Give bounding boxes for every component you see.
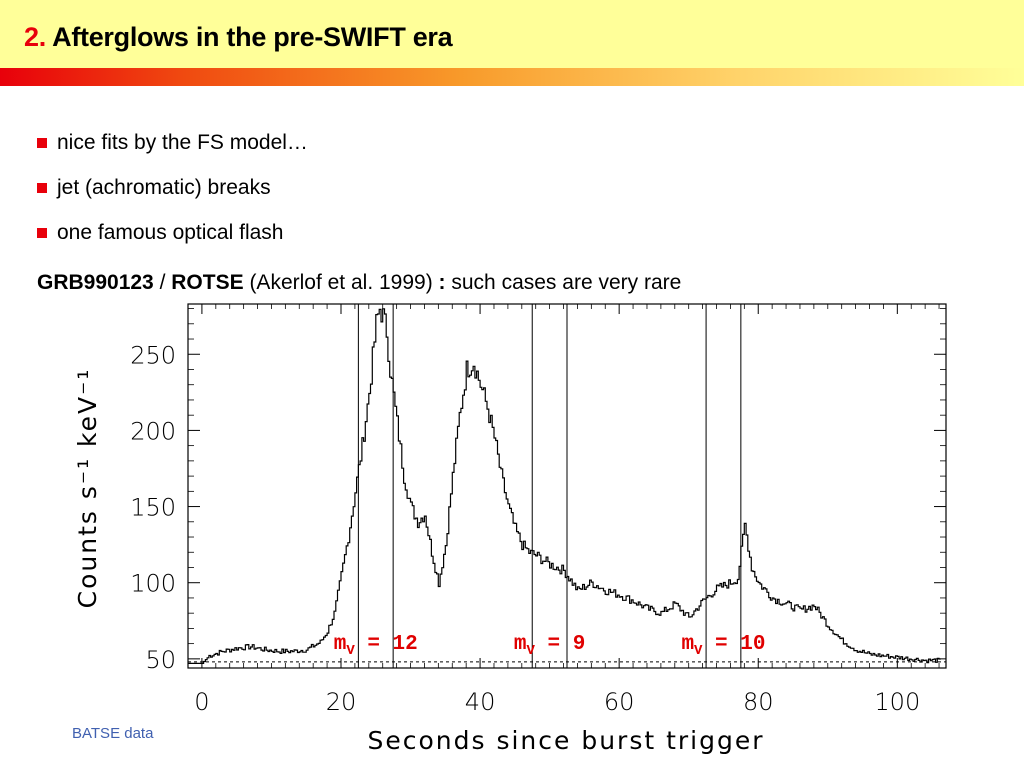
bullet-item: one famous optical flash: [37, 210, 308, 255]
source-note: BATSE data: [72, 725, 154, 742]
x-tick-label: 40: [465, 688, 496, 716]
title-number: 2.: [24, 22, 46, 52]
x-axis-title: Seconds since burst trigger: [367, 726, 764, 755]
bullet-text: jet (achromatic) breaks: [57, 175, 271, 199]
y-tick-label: 200: [130, 417, 176, 445]
bullet-square-icon: [37, 227, 47, 238]
caption-grb: GRB990123: [37, 271, 154, 294]
bullet-square-icon: [37, 182, 47, 193]
x-tick-label: 60: [604, 688, 635, 716]
chart-caption: GRB990123 / ROTSE (Akerlof et al. 1999) …: [37, 271, 681, 295]
chart-ticks-group: 0 20 40 60 80 100 50 100 150 200 250: [130, 304, 946, 716]
y-tick-label: 250: [130, 341, 176, 369]
bullet-text: nice fits by the FS model…: [57, 130, 308, 154]
bullet-text: one famous optical flash: [57, 220, 284, 244]
x-tick-label: 80: [743, 688, 774, 716]
y-tick-label: 150: [130, 494, 176, 522]
caption-note: such cases are very rare: [445, 271, 682, 294]
caption-sep: /: [153, 271, 172, 294]
light-curve-chart: 0 20 40 60 80 100 50 100 150 200 250 Seconds since…: [0, 296, 1024, 768]
bullet-list: nice fits by the FS model… jet (achromat…: [37, 120, 308, 255]
caption-instrument: ROTSE: [171, 271, 244, 294]
title-text: Afterglows in the pre-SWIFT era: [52, 22, 453, 52]
bullet-item: jet (achromatic) breaks: [37, 165, 308, 210]
y-tick-label: 100: [130, 570, 176, 598]
x-tick-label: 20: [326, 688, 357, 716]
caption-colon: :: [438, 271, 446, 294]
chart-svg: 0 20 40 60 80 100 50 100 150 200 250 Seconds since…: [73, 303, 947, 755]
slide-title: 2. Afterglows in the pre-SWIFT era: [24, 22, 453, 53]
title-underline-gradient: [0, 68, 1024, 86]
y-axis-title: Counts s⁻¹ keV⁻¹: [73, 368, 102, 609]
bullet-item: nice fits by the FS model…: [37, 120, 308, 165]
header-bar: 2. Afterglows in the pre-SWIFT era: [0, 0, 1024, 72]
magnitude-label: mV = 12: [334, 633, 418, 659]
light-curve-series: [188, 308, 941, 664]
chart-labels-group: Seconds since burst trigger Counts s⁻¹ ke…: [73, 368, 765, 755]
chart-vlines-group: [357, 304, 742, 668]
x-tick-label: 100: [874, 688, 920, 716]
y-tick-label: 50: [145, 646, 176, 674]
magnitude-label: mV = 10: [681, 633, 765, 659]
x-tick-label: 0: [194, 688, 209, 716]
magnitude-label: mV = 9: [514, 633, 585, 659]
bullet-square-icon: [37, 137, 47, 148]
chart-series-group: [188, 308, 941, 664]
caption-ref: (Akerlof et al. 1999): [243, 271, 439, 294]
